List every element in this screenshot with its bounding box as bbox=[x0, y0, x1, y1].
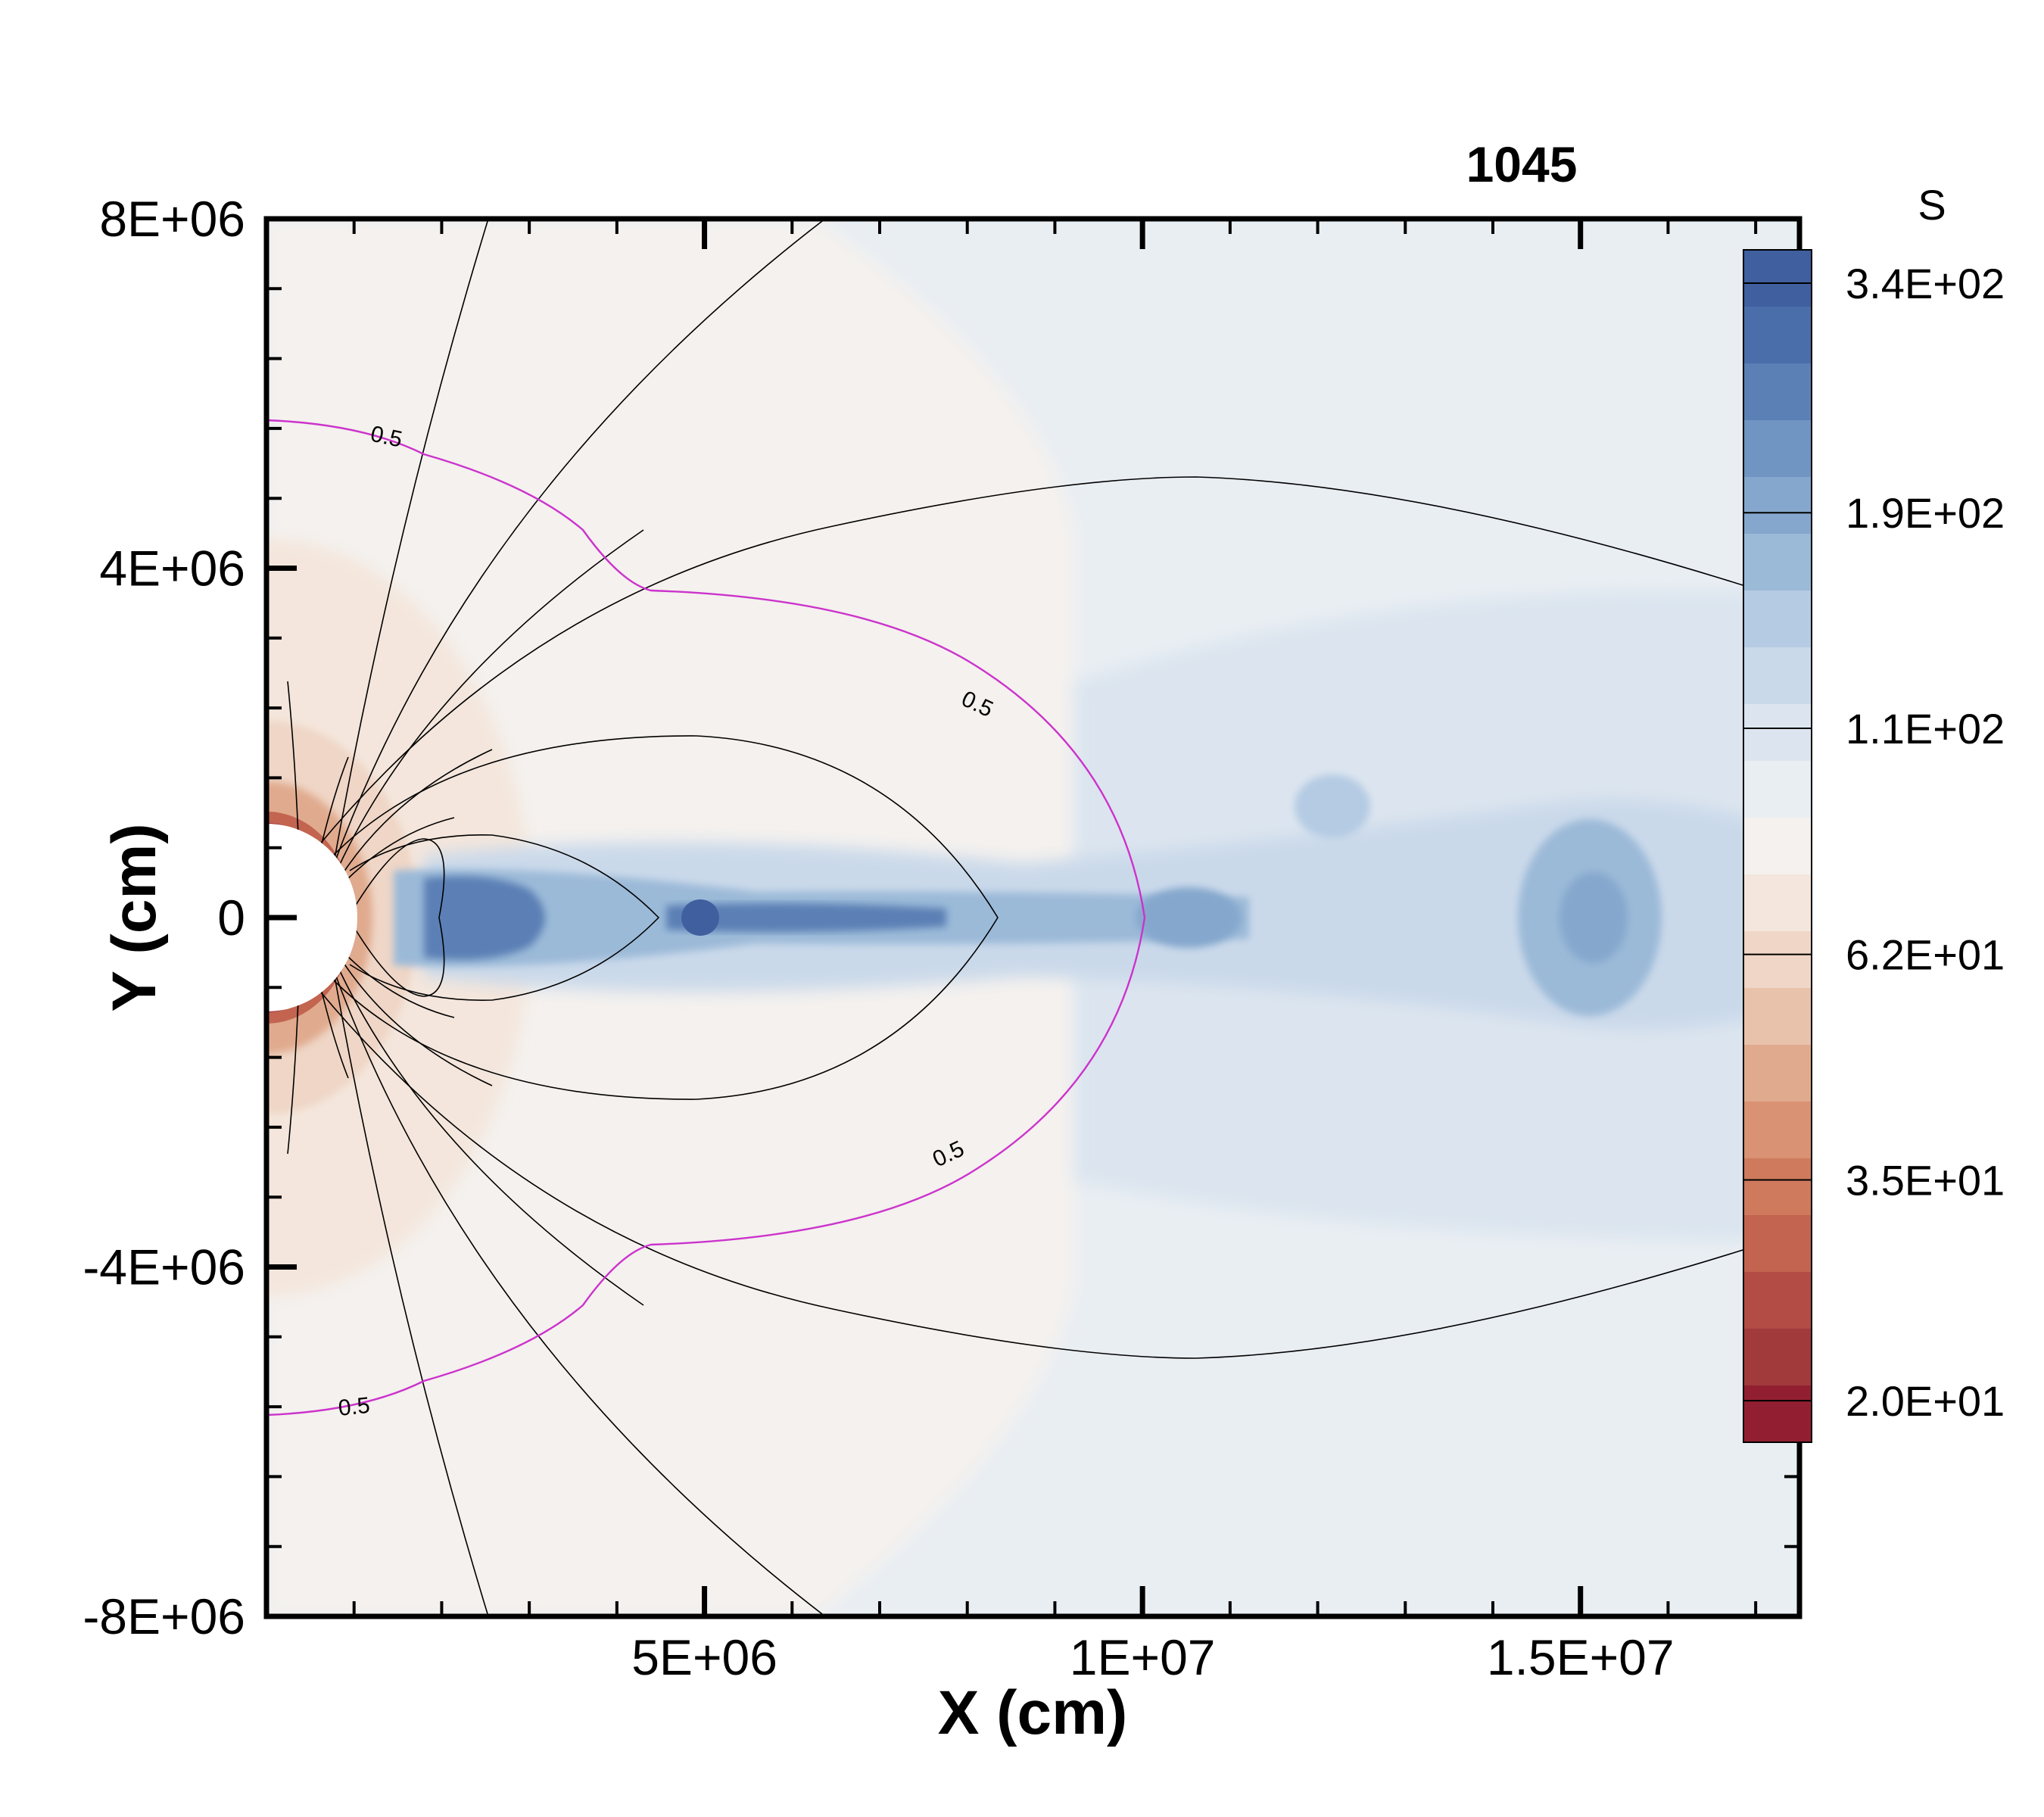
field-cool-blob-4 bbox=[1136, 887, 1242, 948]
radial-line bbox=[340, 958, 493, 1086]
colorbar-band bbox=[1743, 931, 1812, 989]
field-cool-5 bbox=[666, 902, 946, 933]
x-tick-label: 1.5E+07 bbox=[1487, 1629, 1675, 1685]
x-tick-label: 1E+07 bbox=[1070, 1629, 1216, 1685]
x-axis-title: X (cm) bbox=[938, 1678, 1128, 1747]
field-lines bbox=[287, 219, 1799, 1616]
colorbar-label: 1.1E+02 bbox=[1846, 705, 2005, 753]
radial-line bbox=[332, 219, 826, 868]
colorbar-band bbox=[1743, 363, 1812, 421]
tick-labels: 5E+06 1E+07 1.5E+07 8E+06 4E+06 0 -4E+06 -8E+06 bbox=[83, 191, 1674, 1685]
colorbar-band bbox=[1743, 1102, 1812, 1159]
y-tick-label: 8E+06 bbox=[99, 191, 245, 247]
radial-line bbox=[332, 219, 489, 868]
colorbar-band bbox=[1743, 420, 1812, 478]
y-tick-label: 4E+06 bbox=[99, 541, 245, 597]
y-tick-label: 0 bbox=[217, 890, 245, 946]
plot-title: 1045 bbox=[1466, 136, 1578, 192]
colorbar-band bbox=[1743, 1215, 1812, 1273]
radial-line bbox=[336, 964, 644, 1306]
closed-loop bbox=[317, 476, 1799, 847]
radial-line bbox=[336, 529, 644, 871]
colorbar-label: 3.5E+01 bbox=[1846, 1157, 2005, 1205]
contour-0.5 bbox=[266, 419, 1146, 1417]
closed-loop bbox=[317, 988, 1799, 1359]
closed-loop bbox=[332, 735, 999, 1100]
colorbar-band bbox=[1743, 1272, 1812, 1329]
field-cool-4 bbox=[424, 876, 545, 960]
y-tick-label: -4E+06 bbox=[83, 1239, 245, 1295]
colorbar-band bbox=[1743, 1385, 1812, 1443]
colorbar-frame bbox=[1743, 249, 1812, 1443]
colorbar-band bbox=[1743, 477, 1812, 535]
radial-line bbox=[332, 968, 826, 1616]
colorbar-band bbox=[1743, 307, 1812, 364]
colorbar-title: S bbox=[1918, 181, 1946, 229]
contour-label: 0.5 bbox=[337, 1393, 371, 1421]
colorbar-label: 1.9E+02 bbox=[1846, 489, 2005, 537]
colorbar-band bbox=[1743, 874, 1812, 932]
colorbar-bands bbox=[1743, 250, 1812, 1443]
y-tick-label: -8E+06 bbox=[83, 1588, 245, 1644]
x-tick-label: 5E+06 bbox=[631, 1629, 777, 1685]
radial-line bbox=[332, 968, 489, 1616]
colorbar-labels: 3.4E+02 1.9E+02 1.1E+02 6.2E+01 3.5E+01 2.0E+… bbox=[1743, 260, 2005, 1425]
closed-loop bbox=[349, 834, 660, 1001]
field-cool-blob-1 bbox=[1295, 774, 1370, 838]
colorbar-label: 3.4E+02 bbox=[1846, 260, 2005, 307]
colorbar-band bbox=[1743, 704, 1812, 762]
colorbar: S 3.4E+02 1.9E+02 1.1E+02 6.2E+01 3.5E+01 2.0… bbox=[1743, 181, 2005, 1443]
colorbar-band bbox=[1743, 1158, 1812, 1216]
colorbar-band bbox=[1743, 534, 1812, 591]
colorbar-label: 6.2E+01 bbox=[1846, 931, 2005, 979]
closed-loop bbox=[347, 838, 445, 997]
colorbar-band bbox=[1743, 591, 1812, 648]
colorbar-band bbox=[1743, 761, 1812, 818]
radial-line bbox=[344, 817, 455, 883]
field-cool-core bbox=[681, 899, 719, 936]
star-cutout bbox=[266, 824, 357, 1011]
radial-line bbox=[340, 749, 493, 877]
colorbar-band bbox=[1743, 1045, 1812, 1102]
colorbar-band bbox=[1743, 647, 1812, 705]
colorbar-label: 2.0E+01 bbox=[1846, 1377, 2005, 1425]
colorbar-band bbox=[1743, 1329, 1812, 1386]
colorbar-band bbox=[1743, 818, 1812, 875]
colorbar-band bbox=[1743, 250, 1812, 307]
radial-line bbox=[344, 952, 455, 1018]
y-axis-title: Y (cm) bbox=[100, 823, 169, 1011]
colorbar-band bbox=[1743, 988, 1812, 1046]
field-cool-blob-3 bbox=[1559, 872, 1628, 963]
